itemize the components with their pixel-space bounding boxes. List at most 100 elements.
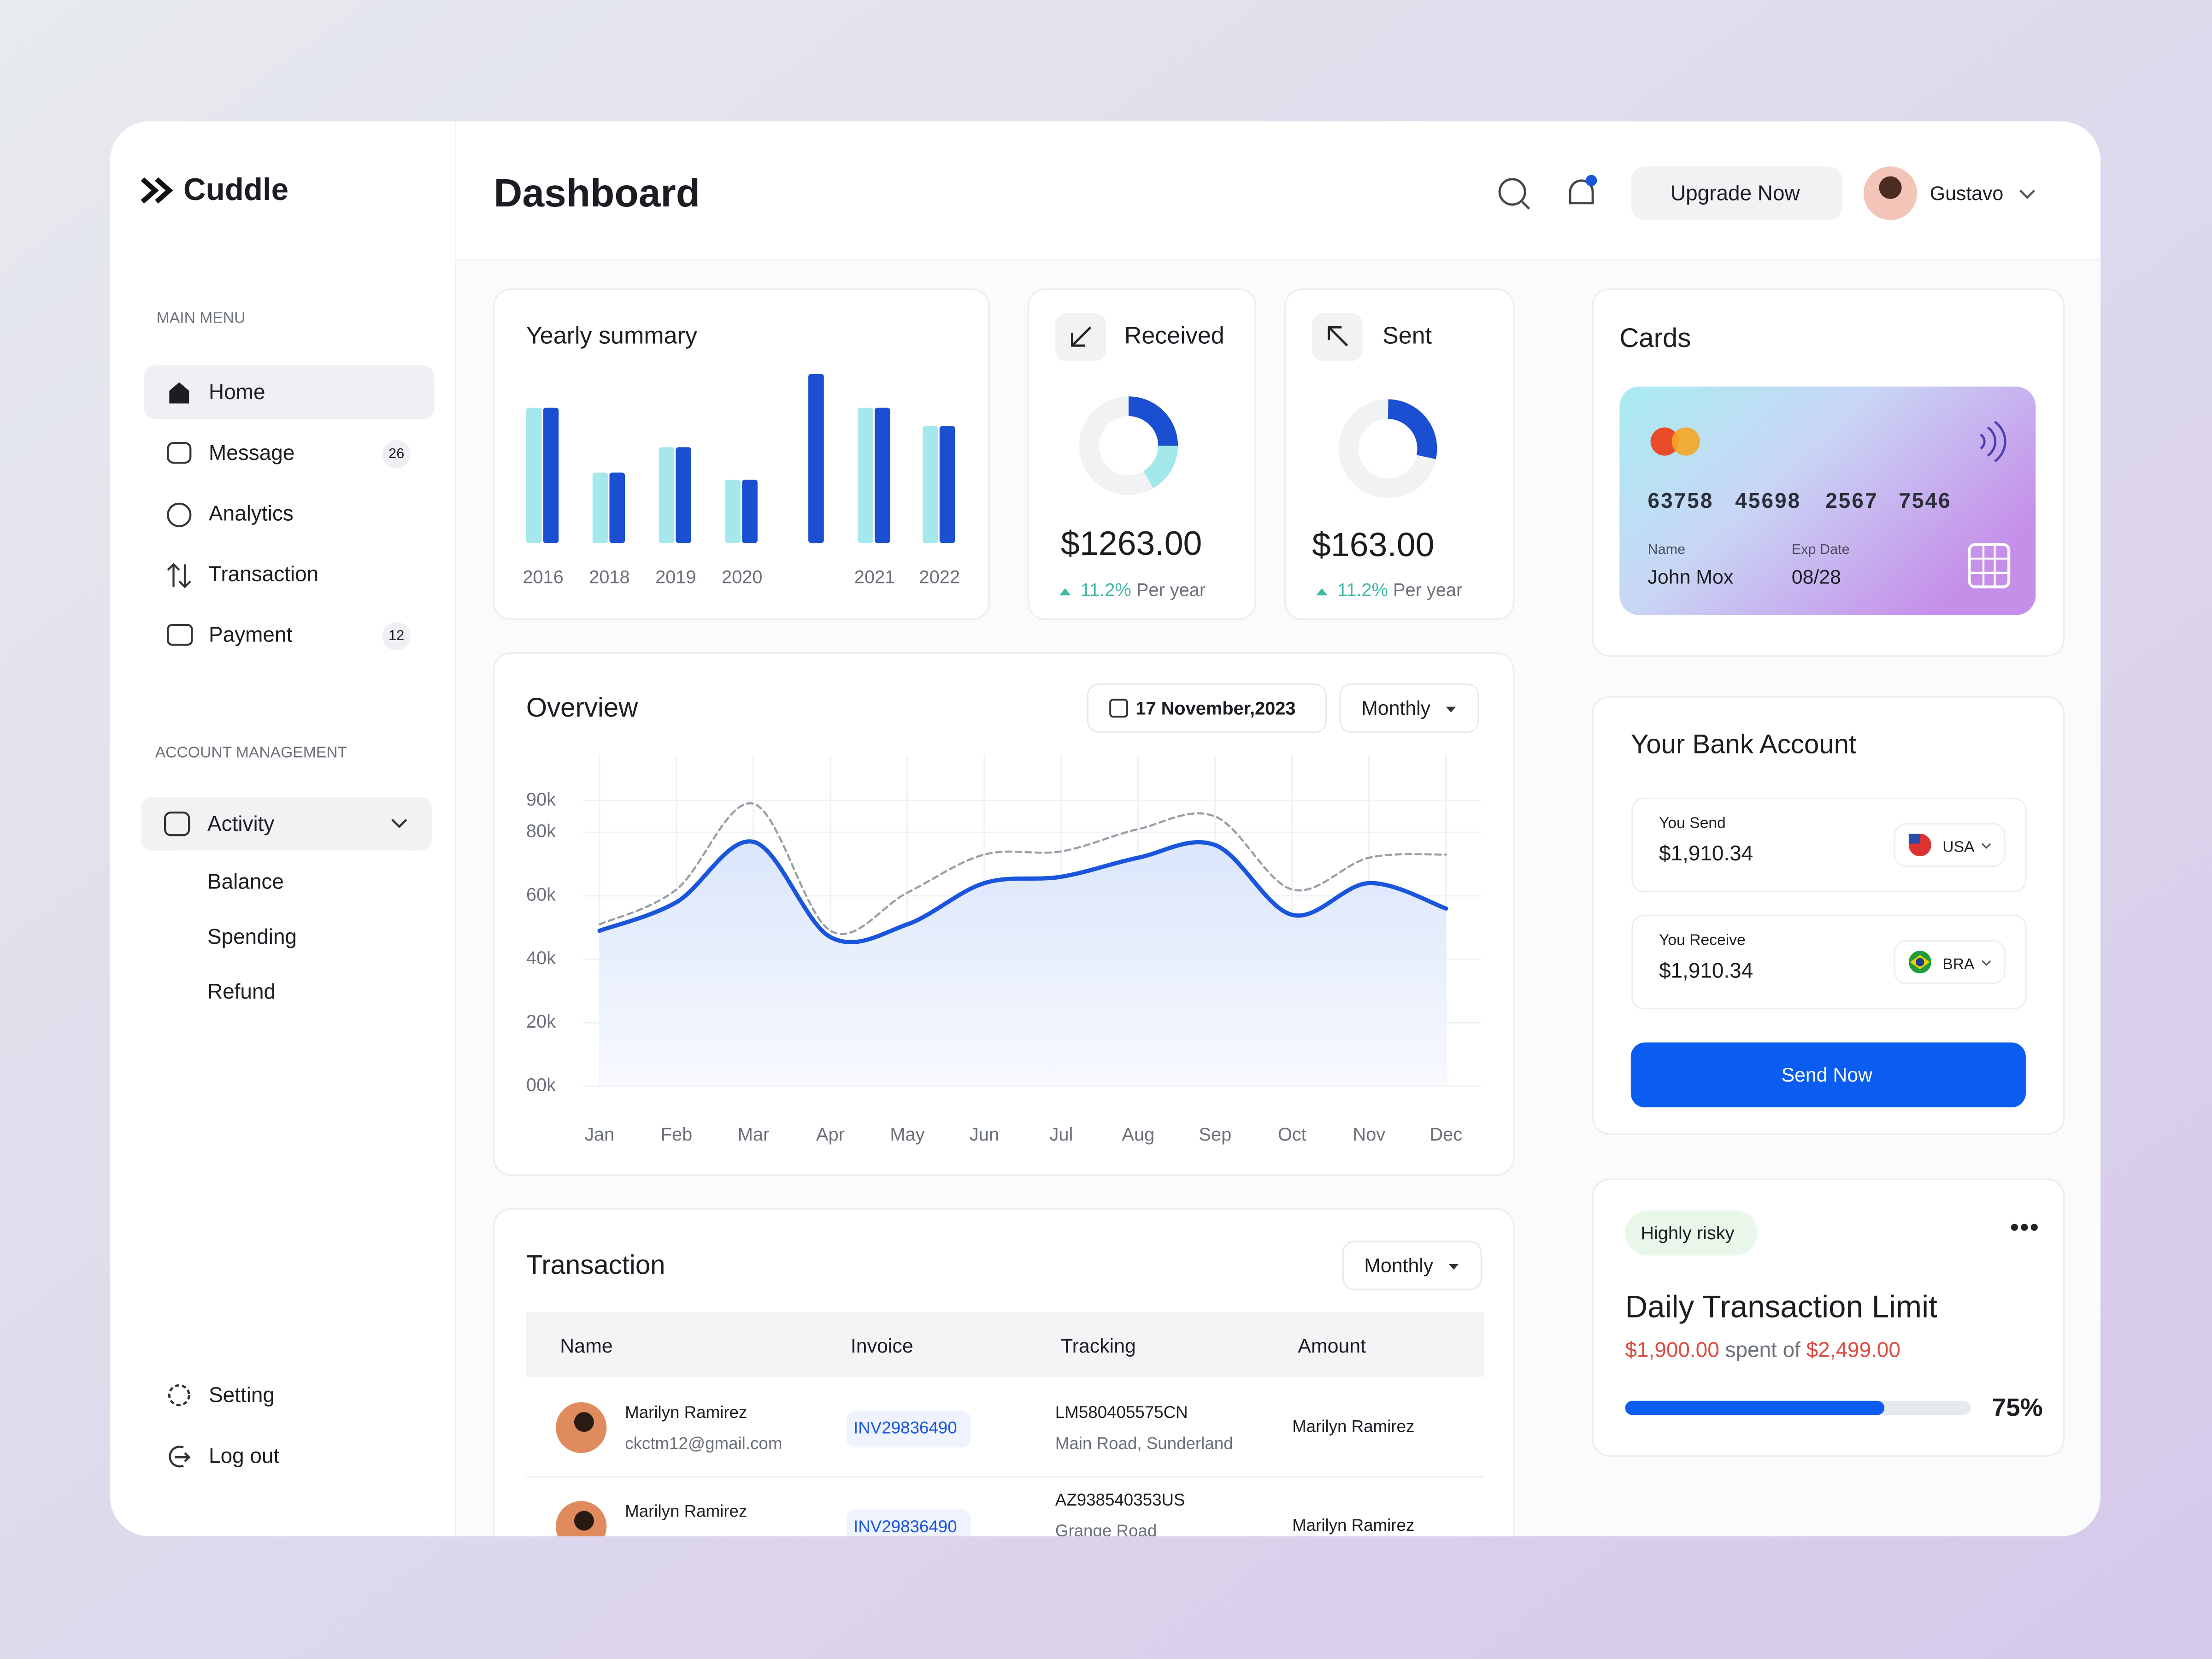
row-avatar-face [574,1412,594,1432]
menu-item[interactable]: Analytics [209,501,294,525]
x-tick-label: Jun [970,1124,999,1145]
logo-icon [141,177,173,204]
card-title: Cards [1619,323,1691,353]
card-number-group: 7546 [1899,488,1951,512]
submenu-item[interactable]: Refund [207,979,276,1003]
mastercard-right [1671,427,1700,456]
bar [858,407,873,543]
badge-bg [382,622,411,651]
received-icon [1071,326,1092,347]
table-header-bg [526,1312,1484,1377]
menu-item[interactable]: Home [209,380,265,404]
sent-icon [1328,326,1348,347]
table-header: Invoice [851,1335,913,1357]
row-address: Grange Road [1055,1521,1157,1540]
menu-item[interactable]: Message [209,441,294,465]
menu-item[interactable]: Log out [209,1443,279,1467]
invoice-pill[interactable] [846,1509,971,1547]
search-icon-handle [1521,201,1530,210]
spent: $1,900.00 [1625,1338,1719,1362]
app-window: Cuddle MAIN MENU Home Message 26 Analyti… [110,121,2101,1547]
area [600,841,1446,1087]
bell-icon[interactable] [1569,179,1594,205]
amount: $1263.00 [1061,524,1202,562]
brand: Cuddle [183,172,288,207]
donut-arc [1143,445,1178,488]
active-item-bg [144,365,435,419]
menu-item[interactable]: Transaction [209,562,318,586]
x-tick-label: Sep [1199,1124,1231,1145]
logout-icon [169,1446,191,1468]
spent-text: spent of [1725,1338,1801,1362]
card-title: Yearly summary [526,322,697,349]
field-amount: $1,910.34 [1659,958,1753,982]
card-chip [1968,543,2011,588]
change-line: 11.2% Per year [1337,580,1462,600]
user-name: Gustavo [1930,182,2004,205]
send-button[interactable] [1630,1042,2026,1108]
badge-bg [382,440,411,469]
bar [808,374,824,543]
chevron [391,818,407,829]
card-chip-lines [1969,544,2009,587]
risk-tag-bg [1625,1210,1758,1256]
period-button[interactable] [1339,683,1479,733]
transaction-card [493,1208,1515,1536]
line [598,802,1447,935]
bar [742,479,758,543]
bar [874,407,890,543]
line [597,839,1448,945]
y-tick-label: 00k [526,1075,556,1095]
card-title: Received [1124,322,1224,349]
invoice-pill[interactable] [846,1411,971,1447]
card-number-group: 45698 [1735,488,1801,512]
page-title: Dashboard [494,171,700,215]
bar [939,426,955,543]
more-menu[interactable] [2011,1224,2038,1231]
mastercard-left [1650,427,1679,456]
received-card [1027,288,1257,620]
menu-item[interactable]: Setting [209,1383,275,1407]
x-tick-label: Oct [1278,1124,1306,1145]
date-button[interactable] [1087,683,1327,733]
change: 11.2% [1081,580,1131,600]
progress-fill [1625,1400,1885,1415]
donut-arc [1388,399,1437,459]
period: Per year [1136,580,1206,600]
bar [676,447,691,543]
search-icon[interactable] [1498,178,1526,206]
submenu-item[interactable]: Spending [207,924,297,948]
row-amount: Marilyn Ramirez [1292,1516,1414,1535]
upgrade-button[interactable] [1630,166,1842,220]
home-icon [169,382,189,404]
menu-item[interactable]: Activity [207,812,274,835]
card-exp: 08/28 [1792,566,1841,588]
x-tick-label: 2019 [655,567,696,588]
limit: $2,499.00 [1806,1338,1900,1362]
bar [725,479,741,543]
x-tick-label: Nov [1353,1124,1385,1145]
bar [526,407,542,543]
x-tick-label: 2022 [919,567,960,588]
row-amount: Marilyn Ramirez [1292,1417,1414,1436]
nfc-icon [1980,421,2006,463]
header-bg [455,121,2101,260]
overview-chart: Jan Feb Mar Apr May Jun Jul Aug Sep Oct Nov Dec 00k 2… [526,754,1482,1145]
donut-arc [1128,396,1178,447]
credit-card[interactable] [1619,386,2036,615]
chevron [1981,843,1991,849]
period-button[interactable] [1342,1241,1482,1290]
limit-line: $1,900.00 spent of $2,499.00 [1625,1338,1900,1362]
card-label: Name [1648,541,1686,557]
badge: 12 [388,628,404,643]
flag-usa-canton [1908,834,1920,844]
card-number-group: 2567 [1825,488,1878,512]
risk-tag: Highly risky [1641,1223,1734,1243]
submenu-item[interactable]: Balance [207,869,284,893]
y-tick-label: 80k [526,821,556,841]
menu-item[interactable]: Payment [209,623,292,647]
y-tick-label: 90k [526,789,556,810]
up-arrow [1316,588,1328,595]
receive-box [1631,915,2027,1010]
table-header: Amount [1298,1335,1366,1357]
